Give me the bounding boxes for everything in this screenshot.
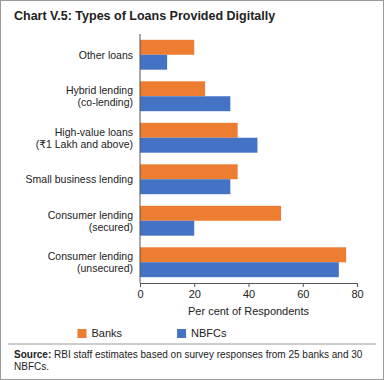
bar: [140, 123, 238, 138]
legend-item: NBFCs: [177, 327, 227, 339]
tick: 0: [137, 283, 143, 300]
bar: [140, 81, 205, 96]
separator: [8, 344, 376, 345]
legend-label: Banks: [91, 327, 122, 339]
axis-line: [141, 284, 358, 288]
tick: 60: [297, 283, 309, 300]
source-note: Source: RBI staff estimates based on sur…: [14, 349, 363, 372]
x-axis-title: Per cent of Respondents: [188, 305, 310, 317]
tick-mark: [140, 283, 141, 287]
tick: 40: [243, 283, 255, 300]
x-axis: 0 20 40 60 80: [137, 283, 363, 300]
category-label: Other loans: [79, 49, 133, 61]
tick-mark: [194, 283, 195, 287]
legend: Banks NBFCs: [77, 327, 227, 339]
tick: 20: [189, 283, 201, 300]
plot: 0 20 40 60 80 Other loans Hybrid lending(co-le…: [26, 34, 364, 300]
tick-label: 0: [137, 288, 143, 300]
tick-mark: [249, 283, 250, 287]
bar: [140, 164, 238, 179]
bar: [140, 40, 194, 55]
legend-item: Banks: [77, 327, 122, 339]
tick-label: 20: [189, 288, 201, 300]
bar: [140, 55, 167, 70]
bar: [140, 262, 339, 277]
y-axis-line: [140, 34, 141, 283]
tick-label: 60: [297, 288, 309, 300]
bar: [140, 247, 346, 262]
tick-label: 40: [243, 288, 255, 300]
title: Chart V.5: Types of Loans Provided Digit…: [14, 9, 275, 23]
bars: [140, 40, 346, 277]
bar: [140, 138, 257, 153]
category-label: Small business lending: [26, 173, 134, 185]
category-label: Hybrid lending(co-lending): [66, 84, 133, 108]
chart: Chart V.5: Types of Loans Provided Digit…: [0, 0, 384, 380]
legend-label: NBFCs: [191, 327, 227, 339]
tick-mark: [357, 283, 358, 287]
bar: [140, 179, 230, 194]
tick: 80: [351, 283, 363, 300]
tick-mark: [303, 283, 304, 287]
tick-label: 80: [351, 288, 363, 300]
legend-swatch: [77, 329, 86, 338]
bar: [140, 221, 194, 236]
legend-swatch: [177, 329, 186, 338]
category-label: Consumer lending(secured): [48, 209, 133, 233]
bar: [140, 206, 281, 221]
category-label: Consumer lending(unsecured): [48, 250, 133, 274]
bar: [140, 96, 230, 111]
frame: [1, 1, 384, 380]
category-label: High-value loans(₹1 Lakh and above): [36, 126, 133, 150]
